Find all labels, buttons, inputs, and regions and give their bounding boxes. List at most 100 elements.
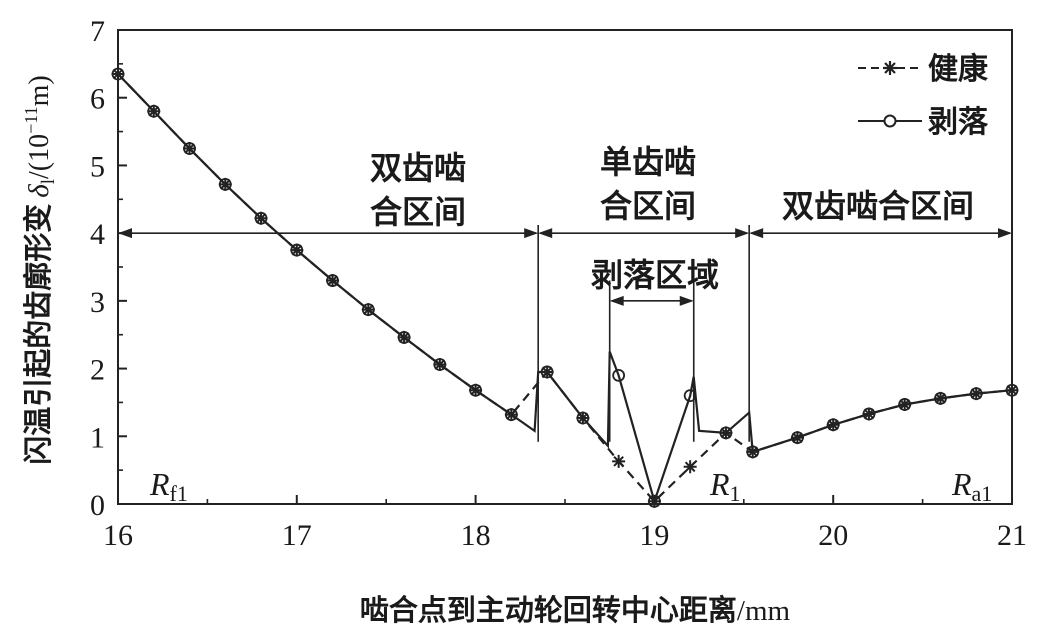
arrow-double-1-head-left [118,228,132,239]
marker-circle [111,67,125,81]
legend-marker-spalling [883,114,897,128]
marker-circle [218,177,232,191]
series [111,67,1019,508]
y-axis-label-text: 闪温引起的齿廓形变 [21,204,55,465]
marker-circle [290,243,304,257]
marker-asterisk [111,67,125,81]
marker-asterisk [898,397,912,411]
marker-circle [746,445,760,459]
x-axis-label: 啮合点到主动轮回转中心距离/mm [360,593,791,627]
legend-label-spalling: 剥落 [928,105,989,140]
marker-circle [254,211,268,225]
x-tick-label: 18 [461,519,491,552]
marker-circle [612,368,626,382]
marker-asterisk [612,454,626,468]
y-axis-label: 闪温引起的齿廓形变 δl/(10−11m) [21,75,59,464]
marker-circle [183,142,196,155]
x-axis-label-text: 啮合点到主动轮回转中心距离 [360,593,737,627]
marker-asterisk [683,460,697,474]
region-label-3: 双齿啮合区间 [782,187,974,225]
marker-asterisk [746,445,760,459]
marker-circle [326,274,339,287]
point-label-ra1-sub: a1 [972,481,993,506]
y-tick-label: 7 [90,15,105,48]
plot-frame [117,29,1013,505]
marker-circle [648,494,661,508]
arrow-double-1-head-right [524,228,539,239]
marker-asterisk [326,274,340,288]
marker-asterisk [719,426,733,440]
marker-circle [826,418,840,432]
x-axis-label-unit: /mm [737,595,791,627]
arrow-single-head-left [538,228,553,239]
x-tick-label: 16 [103,519,133,552]
legend: 健康 剥落 [858,52,989,140]
region-label-2-line-2: 合区间 [600,187,696,225]
marker-asterisk [969,387,983,401]
marker-circle [683,389,697,403]
marker-circle [969,387,983,401]
marker-circle [898,398,912,411]
marker-asterisk [469,383,483,397]
x-tick-label: 21 [997,519,1027,552]
marker-asterisk [826,418,840,432]
marker-asterisk [290,243,304,257]
marker-asterisk [254,211,268,225]
marker-asterisk [361,303,375,317]
marker-asterisk [397,330,411,344]
point-label-ra1: Ra1 [951,466,992,506]
y-axis-label-symbol: δ [23,184,55,198]
y-axis-label-subscript: l [38,179,59,184]
marker-circle [469,383,483,397]
marker-circle [934,391,947,405]
legend-marker-healthy [883,61,897,75]
x-tick-label: 19 [639,519,669,552]
region-label-1-line-1: 双齿啮 [370,149,466,187]
point-label-ra1-symbol: R [951,466,972,502]
marker-circle [433,358,447,371]
marker-circle [540,365,554,379]
marker-asterisk [862,407,876,421]
spall-region-label: 剥落区域 [591,256,719,294]
marker-circle [862,407,876,421]
arrow-double-2-head-left [749,228,764,239]
y-tick-label: 0 [90,489,105,522]
point-label-r1-symbol: R [709,466,730,502]
x-tick-label: 20 [818,519,848,552]
y-axis-label-unit-prefix: /(10 [24,134,55,179]
marker-circle [576,411,590,425]
point-labels: Rf1 R1 Ra1 [149,466,992,506]
point-label-r1-sub: 1 [730,481,741,506]
marker-asterisk [183,142,197,155]
y-axis-label-unit-suffix: m) [24,75,55,106]
series-line-1 [117,73,1013,505]
marker-asterisk [218,177,232,191]
arrow-single-head-right [735,228,750,239]
y-tick-label: 2 [90,354,105,387]
x-tick-label: 17 [282,519,312,552]
point-label-rf1-symbol: R [149,466,170,502]
marker-circle [504,408,518,422]
point-label-rf1: Rf1 [149,466,188,506]
y-tick-label: 1 [90,421,105,454]
region-label-1-line-2: 合区间 [370,193,466,231]
arrow-spall-head-left [609,295,624,306]
marker-asterisk [790,431,804,445]
arrow-double-2-head-right [998,228,1012,239]
marker-asterisk [540,365,554,379]
marker-circle [147,104,161,118]
marker-asterisk [147,104,161,118]
marker-circle [791,431,804,445]
marker-circle [397,331,411,344]
region-label-2-line-1: 单齿啮 [600,143,696,181]
y-tick-label: 6 [90,83,105,116]
axes: 16 17 18 19 20 21 0 1 2 3 4 5 6 7 [90,15,1027,552]
point-label-rf1-sub: f1 [170,481,188,506]
marker-circle [361,303,375,317]
legend-label-healthy: 健康 [928,52,989,87]
arrow-spall-head-right [679,295,694,306]
y-tick-label: 4 [90,218,105,251]
marker-asterisk [933,391,947,405]
y-tick-label: 5 [90,150,105,183]
